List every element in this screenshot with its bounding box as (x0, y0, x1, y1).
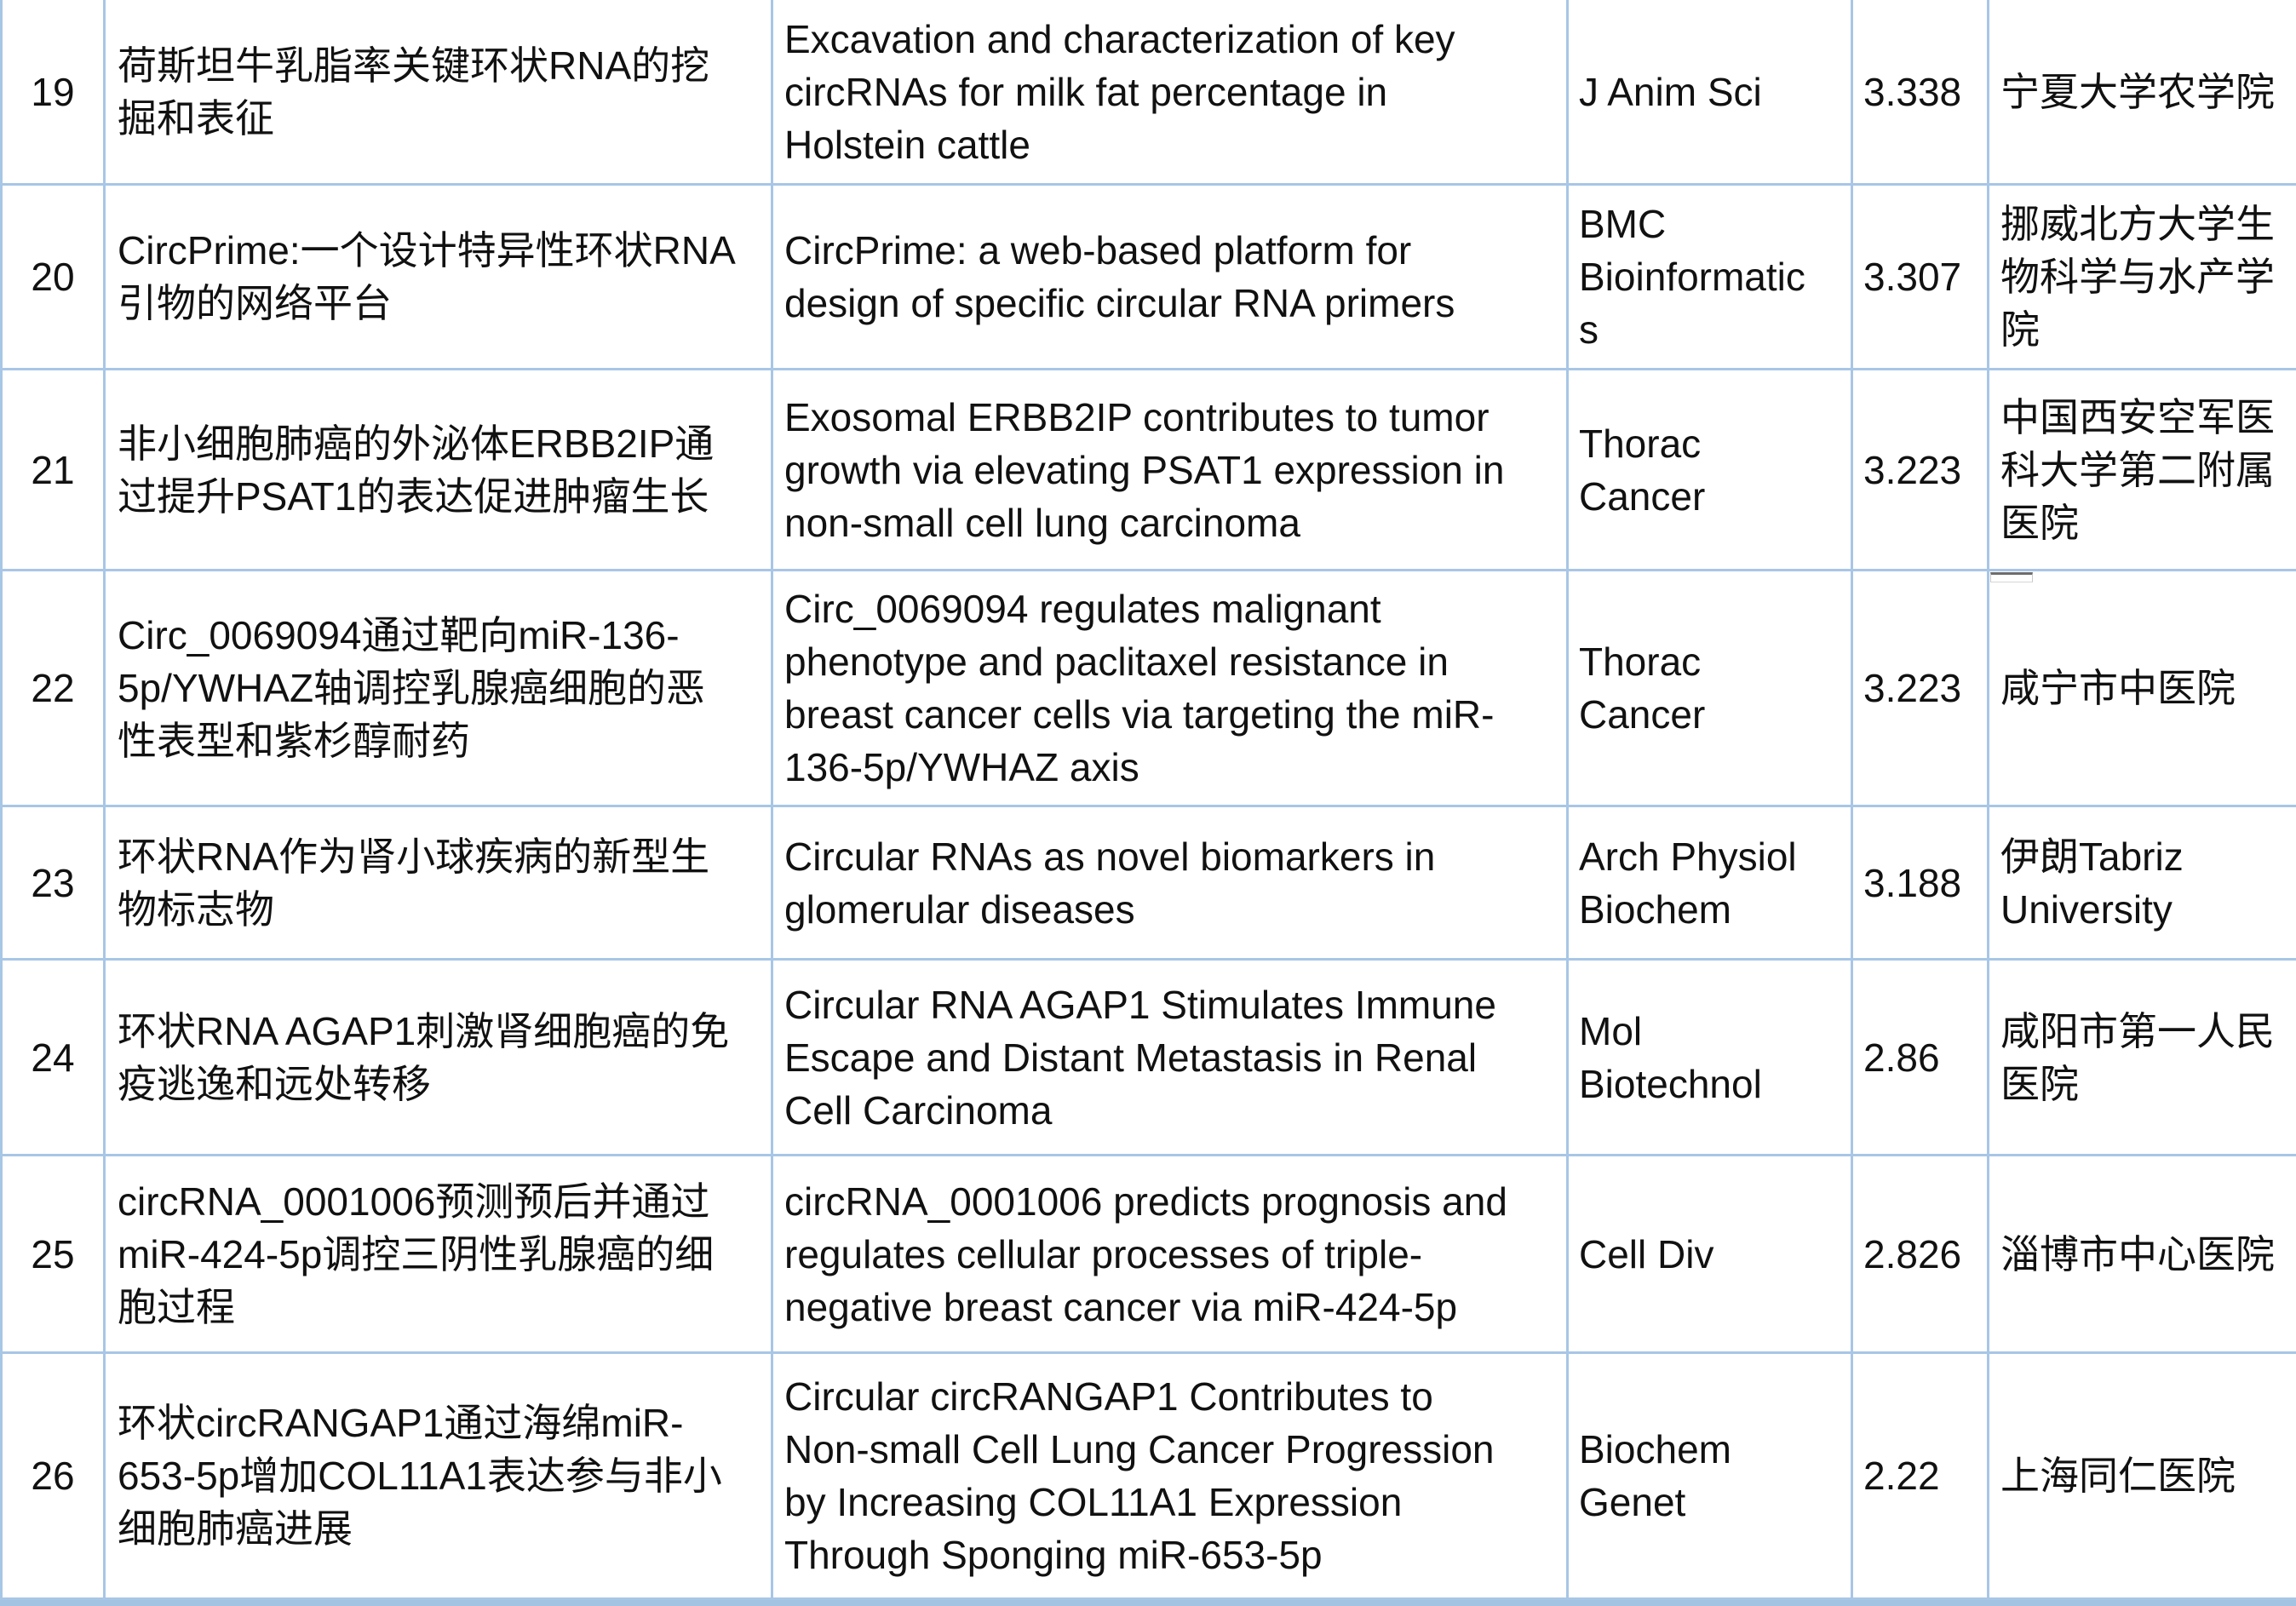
institution-cell: 上海同仁医院 (1989, 1354, 2296, 1600)
title-zh-cell: 荷斯坦牛乳脂率关键环状RNA的挖 掘和表征 (106, 0, 773, 186)
row-number-cell: 24 (0, 961, 106, 1156)
institution-cell: 咸阳市第一人民 医院 (1989, 961, 2296, 1156)
row-number-cell: 20 (0, 186, 106, 370)
title-zh-cell: 环状circRANGAP1通过海绵miR- 653-5p增加COL11A1表达参… (106, 1354, 773, 1600)
impact-factor-cell: 3.223 (1853, 571, 1989, 807)
journal-cell: Thorac Cancer (1569, 571, 1853, 807)
title-zh-cell: 非小细胞肺癌的外泌体ERBB2IP通 过提升PSAT1的表达促进肿瘤生长 (106, 370, 773, 571)
title-en-cell: Circ_0069094 regulates malignant phenoty… (773, 571, 1569, 807)
journal-cell: Biochem Genet (1569, 1354, 1853, 1600)
title-en-cell: Exosomal ERBB2IP contributes to tumor gr… (773, 370, 1569, 571)
row-number-cell: 21 (0, 370, 106, 571)
journal-cell: BMC Bioinformatic s (1569, 186, 1853, 370)
impact-factor-cell: 2.86 (1853, 961, 1989, 1156)
institution-cell: 挪威北方大学生 物科学与水产学 院 (1989, 186, 2296, 370)
impact-factor-cell: 3.188 (1853, 807, 1989, 961)
title-zh-cell: 环状RNA作为肾小球疾病的新型生 物标志物 (106, 807, 773, 961)
title-en-cell: Circular RNAs as novel biomarkers in glo… (773, 807, 1569, 961)
title-zh-cell: circRNA_0001006预测预后并通过 miR-424-5p调控三阴性乳腺… (106, 1156, 773, 1354)
journal-cell: Mol Biotechnol (1569, 961, 1853, 1156)
title-en-cell: Circular RNA AGAP1 Stimulates Immune Esc… (773, 961, 1569, 1156)
journal-cell: Arch Physiol Biochem (1569, 807, 1853, 961)
institution-cell: 宁夏大学农学院 (1989, 0, 2296, 186)
impact-factor-cell: 3.307 (1853, 186, 1989, 370)
row-number-cell: 25 (0, 1156, 106, 1354)
journal-cell: Cell Div (1569, 1156, 1853, 1354)
row-number-cell: 19 (0, 0, 106, 186)
table-bottom-border (0, 1600, 2296, 1606)
title-en-cell: CircPrime: a web-based platform for desi… (773, 186, 1569, 370)
institution-cell: 淄博市中心医院 (1989, 1156, 2296, 1354)
title-en-cell: circRNA_0001006 predicts prognosis and r… (773, 1156, 1569, 1354)
journal-cell: J Anim Sci (1569, 0, 1853, 186)
row-number-cell: 26 (0, 1354, 106, 1600)
row-number-cell: 23 (0, 807, 106, 961)
impact-factor-cell: 3.338 (1853, 0, 1989, 186)
journal-cell: Thorac Cancer (1569, 370, 1853, 571)
title-zh-cell: 环状RNA AGAP1刺激肾细胞癌的免 疫逃逸和远处转移 (106, 961, 773, 1156)
title-en-cell: Excavation and characterization of key c… (773, 0, 1569, 186)
title-en-cell: Circular circRANGAP1 Contributes to Non-… (773, 1354, 1569, 1600)
title-zh-cell: Circ_0069094通过靶向miR-136- 5p/YWHAZ轴调控乳腺癌细… (106, 571, 773, 807)
cell-selection-artifact (1990, 572, 2033, 582)
impact-factor-cell: 2.826 (1853, 1156, 1989, 1354)
impact-factor-cell: 3.223 (1853, 370, 1989, 571)
institution-cell: 中国西安空军医 科大学第二附属 医院 (1989, 370, 2296, 571)
institution-cell: 伊朗Tabriz University (1989, 807, 2296, 961)
impact-factor-cell: 2.22 (1853, 1354, 1989, 1600)
institution-cell: 咸宁市中医院 (1989, 571, 2296, 807)
title-zh-cell: CircPrime:一个设计特异性环状RNA 引物的网络平台 (106, 186, 773, 370)
row-number-cell: 22 (0, 571, 106, 807)
